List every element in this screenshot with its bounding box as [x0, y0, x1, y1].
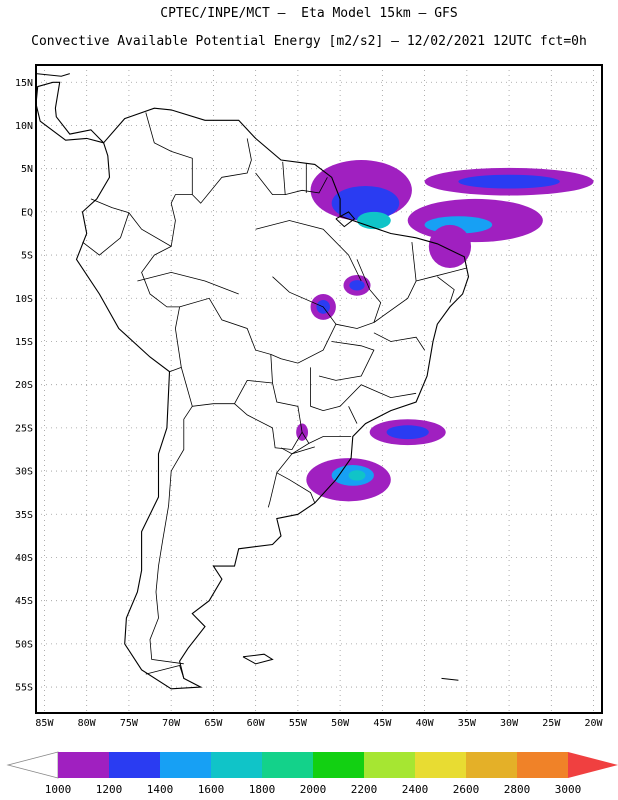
lon-tick-label: 55W — [289, 718, 308, 729]
colorbar-under-arrow — [6, 751, 59, 779]
lat-tick-label: 50S — [15, 639, 33, 650]
graticule-grid — [36, 65, 602, 713]
political-border — [280, 446, 315, 455]
colorbar-label: 1800 — [249, 783, 276, 796]
colorbar-label: 1000 — [45, 783, 72, 796]
colorbar-box — [211, 752, 262, 778]
colorbar-box — [517, 752, 568, 778]
coastline-cuba-fragment — [36, 73, 70, 77]
colorbar: 1000 1200 1400 1600 1800 2000 2200 2400 2600 2800… — [6, 751, 618, 796]
lon-tick-label: 40W — [416, 718, 435, 729]
coastline-marajo-island — [335, 211, 356, 228]
cape-amazon-mouth-teal — [357, 211, 391, 230]
lon-tick-label: 35W — [458, 718, 477, 729]
lat-tick-label: 55S — [15, 683, 33, 694]
cape-atlantic-north-band-core — [458, 174, 560, 189]
lon-tick-label: 75W — [120, 718, 139, 729]
political-border — [82, 212, 130, 256]
lat-tick-label: 15N — [15, 78, 33, 89]
chart-title-line2: Convective Available Potential Energy [m… — [31, 34, 587, 49]
colorbar-over-arrow — [568, 752, 618, 778]
political-border — [180, 367, 273, 407]
colorbar-box — [160, 752, 211, 778]
political-border — [179, 297, 316, 504]
lat-tick-label: 45S — [15, 596, 33, 607]
colorbar-box — [466, 752, 517, 778]
lon-tick-label: 85W — [35, 718, 54, 729]
lon-tick-label: 45W — [373, 718, 392, 729]
colorbar-label: 3000 — [555, 783, 582, 796]
lon-tick-label: 25W — [542, 718, 561, 729]
lat-tick-label: EQ — [21, 207, 33, 218]
cape-northeast-coast — [428, 224, 472, 269]
political-border — [234, 403, 303, 450]
cape-south-atlantic-1-core — [386, 425, 429, 440]
colorbar-label: 2400 — [402, 783, 429, 796]
political-border — [348, 406, 358, 424]
colorbar-label: 2000 — [300, 783, 327, 796]
colorbar-box — [109, 752, 160, 778]
lat-tick-label: 5N — [21, 164, 33, 175]
colorbar-label: 2800 — [504, 783, 531, 796]
coastline-central-america — [36, 81, 104, 144]
colorbar-box — [262, 752, 313, 778]
political-border — [437, 276, 455, 303]
lat-tick-label: 5S — [21, 251, 33, 262]
political-border — [310, 367, 417, 412]
lat-tick-label: 10N — [15, 121, 33, 132]
colorbar-box — [415, 752, 466, 778]
colorbar-box — [313, 752, 364, 778]
lon-tick-label: 20W — [585, 718, 604, 729]
colorbar-label: 1400 — [147, 783, 174, 796]
chart-title-line1: CPTEC/INPE/MCT – Eta Model 15km – GFS — [160, 6, 458, 21]
political-border — [267, 472, 278, 508]
cape-south-atlantic-2-teal — [348, 470, 366, 481]
lat-tick-label: 15S — [15, 337, 33, 348]
political-border — [373, 332, 425, 351]
political-border — [318, 341, 375, 381]
colorbar-label: 1200 — [96, 783, 123, 796]
political-border — [416, 267, 467, 282]
political-border — [282, 161, 286, 195]
political-border — [145, 665, 185, 679]
political-border — [149, 406, 193, 665]
lat-tick-label: 40S — [15, 553, 33, 564]
political-border — [255, 172, 328, 196]
lon-tick-label: 65W — [204, 718, 223, 729]
coastline-falklands — [242, 653, 274, 665]
colorbar-box — [58, 752, 109, 778]
lat-tick-label: 35S — [15, 510, 33, 521]
axis-tick-labels: 15N 10N 5N EQ 5S 10S 15S 20S 25S 30S 35S 40S 45S 50S 5… — [15, 78, 604, 729]
lon-tick-label: 50W — [331, 718, 350, 729]
political-border — [90, 194, 193, 248]
lat-tick-label: 20S — [15, 380, 33, 391]
lat-tick-label: 10S — [15, 294, 33, 305]
cape-central-patch-core — [349, 280, 365, 291]
colorbar-label: 1600 — [198, 783, 225, 796]
lat-tick-label: 30S — [15, 467, 33, 478]
political-border — [137, 271, 239, 295]
coastlines-and-borders — [36, 73, 470, 690]
lat-tick-label: 25S — [15, 423, 33, 434]
colorbar-label: 2200 — [351, 783, 378, 796]
lon-tick-label: 70W — [162, 718, 181, 729]
political-border — [145, 112, 252, 204]
lon-tick-label: 60W — [247, 718, 266, 729]
political-border — [141, 246, 182, 373]
lon-tick-label: 80W — [78, 718, 97, 729]
political-border — [373, 242, 417, 323]
lon-tick-label: 30W — [500, 718, 519, 729]
coastline-south-georgia — [441, 677, 459, 681]
political-border — [335, 259, 382, 329]
colorbar-box — [364, 752, 415, 778]
political-border — [308, 436, 352, 444]
coastline-south-america — [75, 107, 470, 690]
colorbar-label: 2600 — [453, 783, 480, 796]
political-border — [255, 220, 362, 282]
cape-field — [296, 160, 594, 502]
political-border — [270, 276, 337, 364]
map-frame — [35, 64, 603, 714]
